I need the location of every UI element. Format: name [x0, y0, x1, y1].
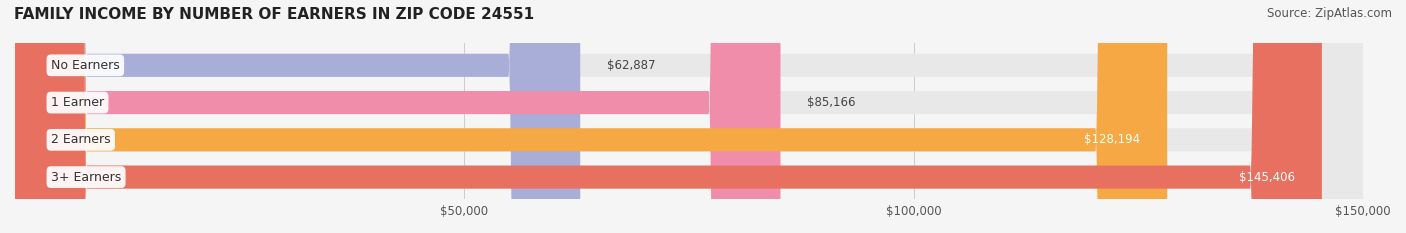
- Text: Source: ZipAtlas.com: Source: ZipAtlas.com: [1267, 7, 1392, 20]
- Text: $62,887: $62,887: [607, 59, 655, 72]
- FancyBboxPatch shape: [15, 0, 1364, 233]
- FancyBboxPatch shape: [15, 0, 1322, 233]
- FancyBboxPatch shape: [15, 0, 780, 233]
- Text: $85,166: $85,166: [807, 96, 856, 109]
- FancyBboxPatch shape: [15, 0, 1364, 233]
- Text: 1 Earner: 1 Earner: [51, 96, 104, 109]
- FancyBboxPatch shape: [15, 0, 1364, 233]
- Text: 3+ Earners: 3+ Earners: [51, 171, 121, 184]
- FancyBboxPatch shape: [15, 0, 1167, 233]
- Text: 2 Earners: 2 Earners: [51, 133, 111, 146]
- Text: No Earners: No Earners: [51, 59, 120, 72]
- Text: $145,406: $145,406: [1239, 171, 1295, 184]
- Text: $128,194: $128,194: [1084, 133, 1140, 146]
- Text: FAMILY INCOME BY NUMBER OF EARNERS IN ZIP CODE 24551: FAMILY INCOME BY NUMBER OF EARNERS IN ZI…: [14, 7, 534, 22]
- FancyBboxPatch shape: [15, 0, 1364, 233]
- FancyBboxPatch shape: [15, 0, 581, 233]
